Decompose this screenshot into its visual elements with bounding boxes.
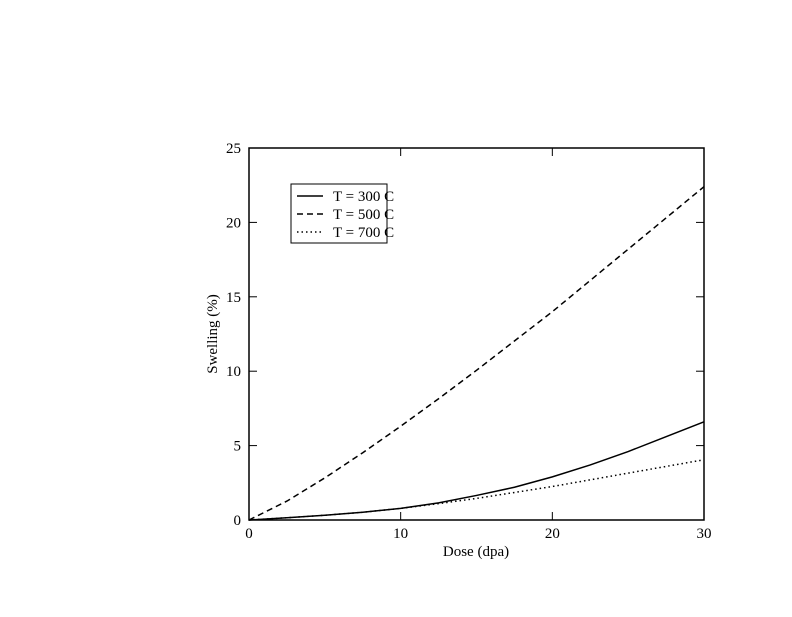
x-tick-label: 30 [697,526,712,542]
plot-frame [248,147,705,521]
y-tick-label: 0 [234,513,242,529]
y-tick-label: 20 [226,215,241,231]
x-tick-label: 20 [545,526,560,542]
legend-label: T = 500 C [333,207,394,223]
x-tick-label: 10 [393,526,408,542]
line-series [248,186,705,521]
y-tick-label: 25 [226,141,241,157]
legend-label: T = 700 C [333,225,394,241]
line-series [248,421,705,521]
x-axis-label: Dose (dpa) [443,544,509,560]
y-tick-label: 5 [234,439,242,455]
x-tick-label: 0 [245,526,253,542]
y-tick-label: 10 [226,364,241,380]
legend-label: T = 300 C [333,189,394,205]
y-tick-label: 15 [226,290,241,306]
line-series [248,458,705,521]
y-axis-label: Swelling (%) [205,294,221,374]
